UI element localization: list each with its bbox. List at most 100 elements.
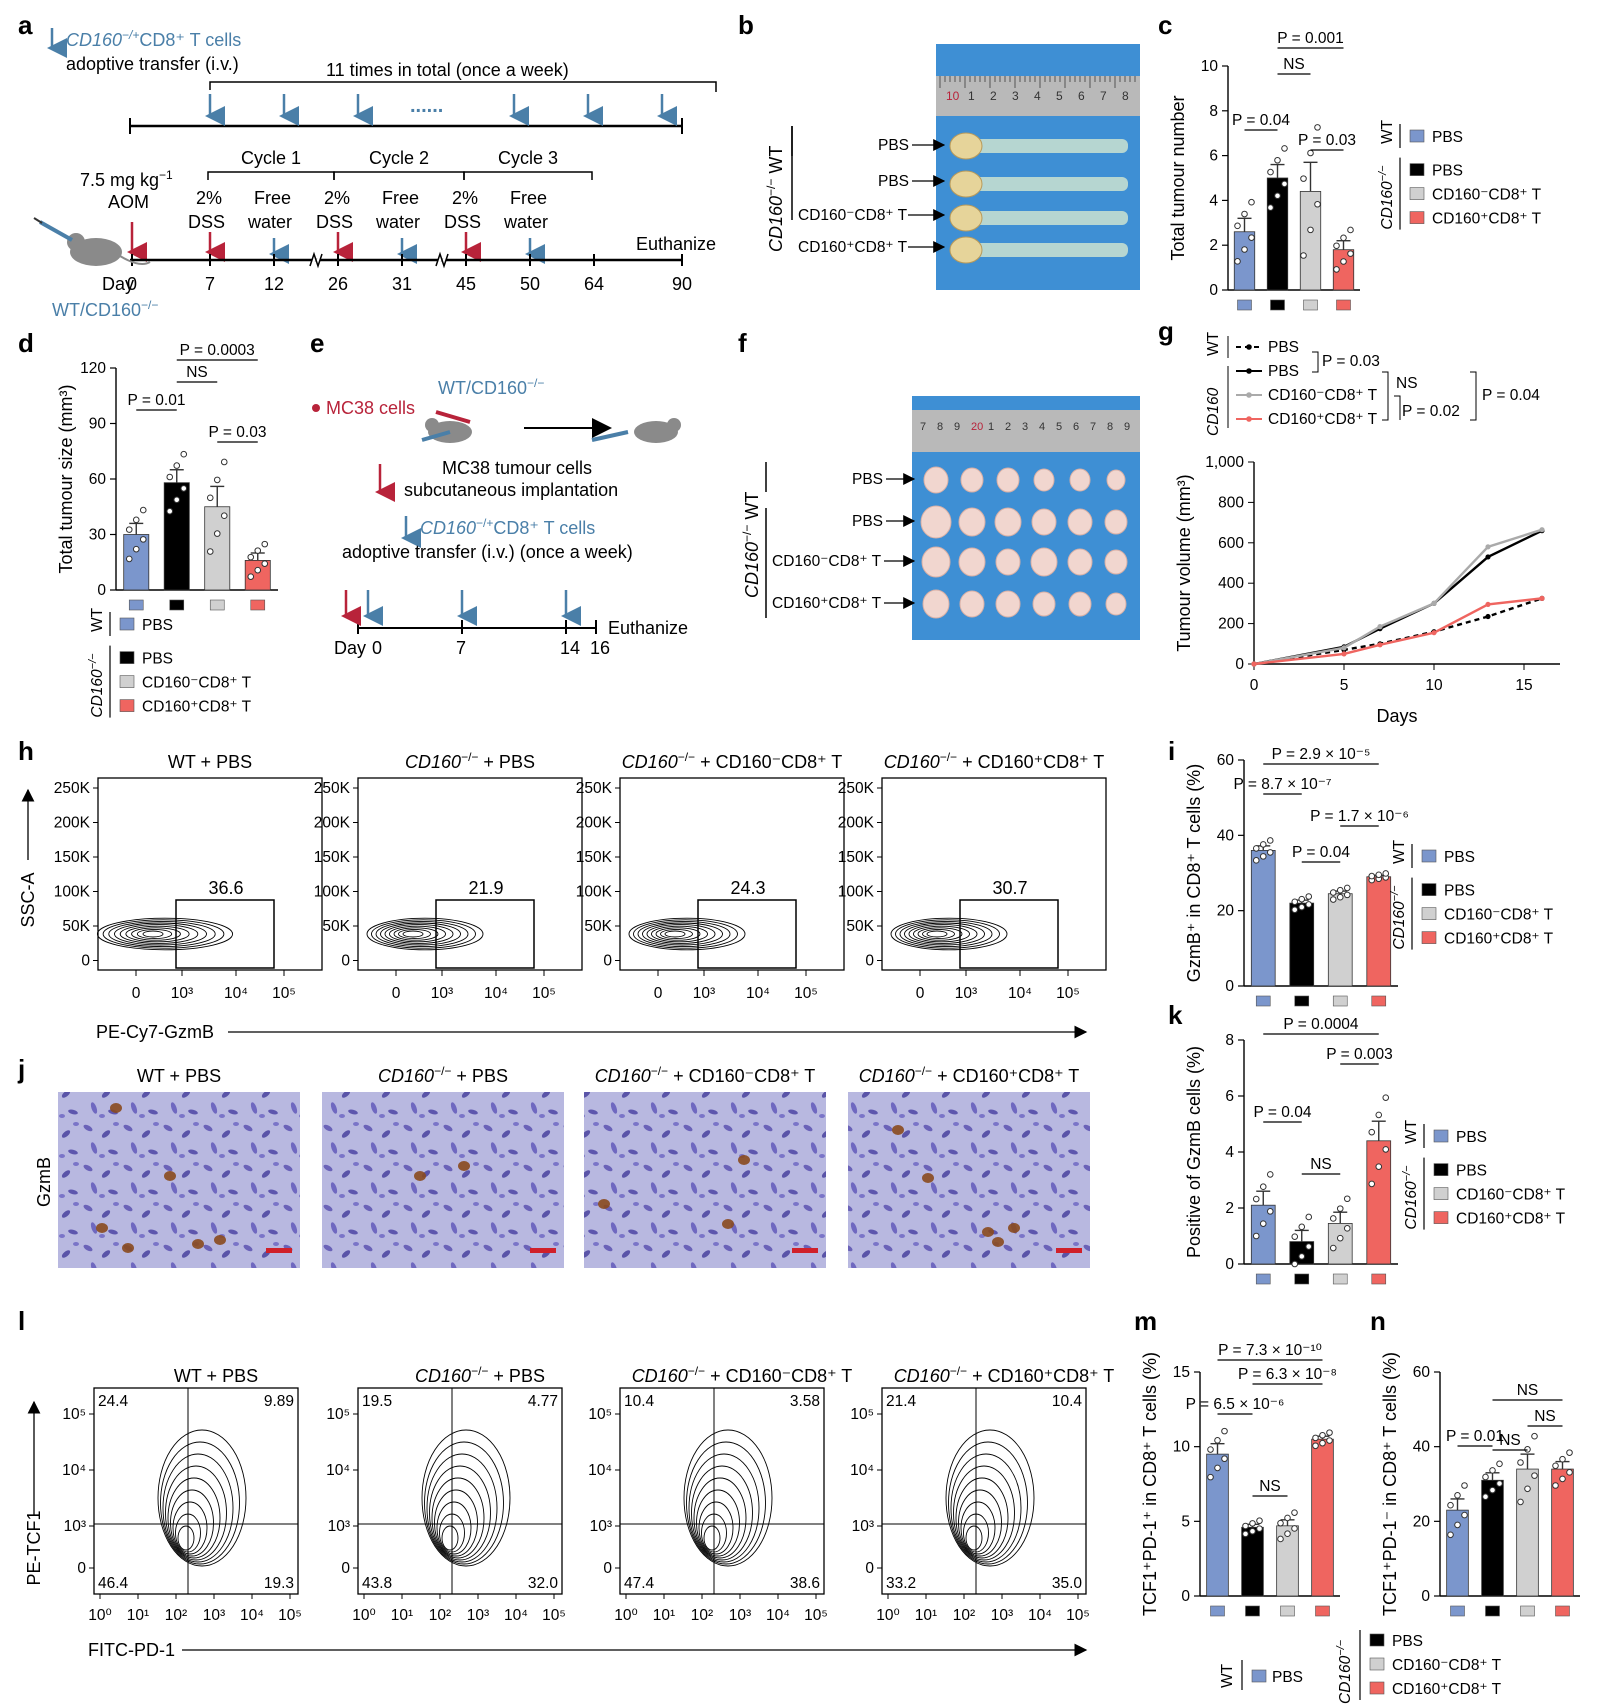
data-point	[1447, 1531, 1454, 1539]
data-point	[1343, 891, 1351, 899]
f-tumour	[1033, 468, 1055, 492]
panel-e-schematic: MC38 cells WT/CD160−/− MC38 tumour cells…	[312, 376, 688, 658]
data-point	[1207, 1473, 1214, 1481]
g-wt-label: WT	[1205, 331, 1222, 356]
data-point	[1329, 889, 1337, 896]
l-x-tick-label: 10²	[165, 1607, 187, 1624]
legend-swatch	[1251, 1669, 1267, 1683]
data-point	[1281, 180, 1288, 188]
f-ruler-number: 1	[988, 421, 994, 433]
l-y-tick-label: 0	[341, 1560, 350, 1577]
significance-label: NS	[1259, 1478, 1281, 1495]
significance-label: P = 2.9 × 10⁻⁵	[1272, 746, 1371, 763]
a-day-value: 26	[328, 274, 348, 294]
data-point	[1305, 893, 1313, 900]
legend-label: CD160⁻CD8⁺ T	[1456, 1187, 1566, 1204]
h-y-tick-label: 200K	[838, 815, 875, 832]
l-y-tick-label: 10⁵	[850, 1406, 874, 1423]
data-point	[1531, 1432, 1538, 1440]
legend-swatch	[1433, 1163, 1449, 1176]
l-x-tick-label: 10⁴	[504, 1607, 528, 1624]
h-gate-value: 24.3	[730, 878, 765, 898]
data-point	[139, 536, 147, 543]
j-gzmb-cell	[982, 1227, 994, 1237]
h-x-tick-label: 10⁴	[746, 985, 770, 1002]
y-tick-label: 0	[1421, 1588, 1430, 1605]
data-point	[1368, 1128, 1376, 1136]
a-mouse-label: WT/CD160−/−	[52, 298, 158, 320]
data-point	[1566, 1449, 1573, 1456]
y-tick-label: 10	[1201, 58, 1219, 75]
l-q-lr: 19.3	[264, 1575, 294, 1592]
h-y-tick-label: 100K	[314, 884, 351, 901]
h-x-tick-label: 10⁵	[794, 985, 818, 1002]
category-swatch	[1555, 1605, 1570, 1617]
significance-label: P = 0.01	[1446, 1428, 1504, 1445]
f-tumour	[922, 589, 950, 619]
h-contour	[96, 917, 234, 951]
legend-swatch	[1421, 883, 1437, 896]
j-scale-bar	[1056, 1248, 1082, 1253]
l-contour	[439, 1513, 465, 1553]
h-contour	[633, 919, 738, 949]
g-legend-point	[1246, 368, 1252, 374]
mouse-illustration	[33, 217, 151, 266]
bar-chart-c: 0 2 4 6 8 10 Total tumour number P = 0.001 NS P =…	[1168, 30, 1360, 311]
h-y-tick-label: 50K	[62, 918, 90, 935]
y-tick-label: 20	[1217, 903, 1235, 920]
l-q-ur: 9.89	[264, 1393, 294, 1410]
f-ruler-number: 5	[1056, 421, 1062, 433]
significance-label: P = 1.7 × 10⁻⁶	[1310, 808, 1409, 825]
data-point	[1454, 1521, 1461, 1529]
legend-label: PBS	[1432, 163, 1463, 180]
y-axis-label: Positive of GzmB cells (%)	[1184, 1046, 1204, 1258]
b-colon	[970, 243, 1128, 257]
data-point	[125, 526, 133, 533]
h-plot-frame	[357, 777, 583, 971]
j-title-3: CD160−/− + CD160⁺CD8⁺ T	[859, 1064, 1080, 1086]
significance-label: P = 0.03	[209, 424, 267, 441]
l-x-tick-label: 10²	[691, 1607, 713, 1624]
h-x-tick-label: 10⁴	[1008, 985, 1032, 1002]
data-point	[1234, 258, 1241, 265]
legend-label: PBS	[1444, 849, 1475, 866]
l-contour	[955, 1477, 1009, 1559]
data-point	[1368, 872, 1376, 880]
l-plot-frame	[881, 1387, 1087, 1595]
data-point	[1314, 200, 1321, 208]
a-water-label: water	[503, 212, 548, 232]
legend-label: PBS	[1456, 1163, 1487, 1180]
series-point	[1539, 595, 1545, 601]
h-y-tick-label: 200K	[576, 815, 613, 832]
g-ns: NS	[1396, 375, 1418, 392]
data-point	[1305, 901, 1313, 908]
legend-ko-label: CD160−/−	[1335, 1639, 1354, 1704]
f-tumour	[1032, 591, 1056, 617]
l-contour	[960, 1501, 996, 1555]
l-y-tick-label: 10³	[590, 1518, 612, 1535]
y-tick-label: 6	[1209, 148, 1218, 165]
a-dss-label: DSS	[188, 212, 225, 232]
data-point	[1552, 1482, 1559, 1489]
h-gate-value: 30.7	[992, 878, 1027, 898]
h-contour	[628, 917, 746, 951]
l-contour	[424, 1441, 504, 1565]
f-ruler-number: 9	[954, 421, 960, 433]
series-line-0	[1253, 597, 1543, 666]
significance-label: P = 0.0003	[180, 342, 255, 359]
data-point	[1249, 1527, 1256, 1535]
data-point	[1241, 210, 1248, 218]
l-contour	[429, 1465, 491, 1561]
bar-3	[1311, 1438, 1334, 1597]
panel-letter-i: i	[1168, 736, 1175, 766]
series-point	[1485, 601, 1491, 608]
a-cycle-label: Cycle 2	[369, 148, 429, 168]
l-contour	[688, 1453, 760, 1563]
data-point	[213, 530, 221, 537]
y-axis-label: TCF1⁺PD-1⁻ in CD8⁺ T cells (%)	[1380, 1352, 1400, 1616]
category-swatch	[209, 599, 225, 611]
a-free-label: Free	[382, 188, 419, 208]
g-bracket-1	[1312, 351, 1319, 373]
b-colon-head	[949, 204, 983, 232]
series-line-3	[1253, 597, 1543, 666]
